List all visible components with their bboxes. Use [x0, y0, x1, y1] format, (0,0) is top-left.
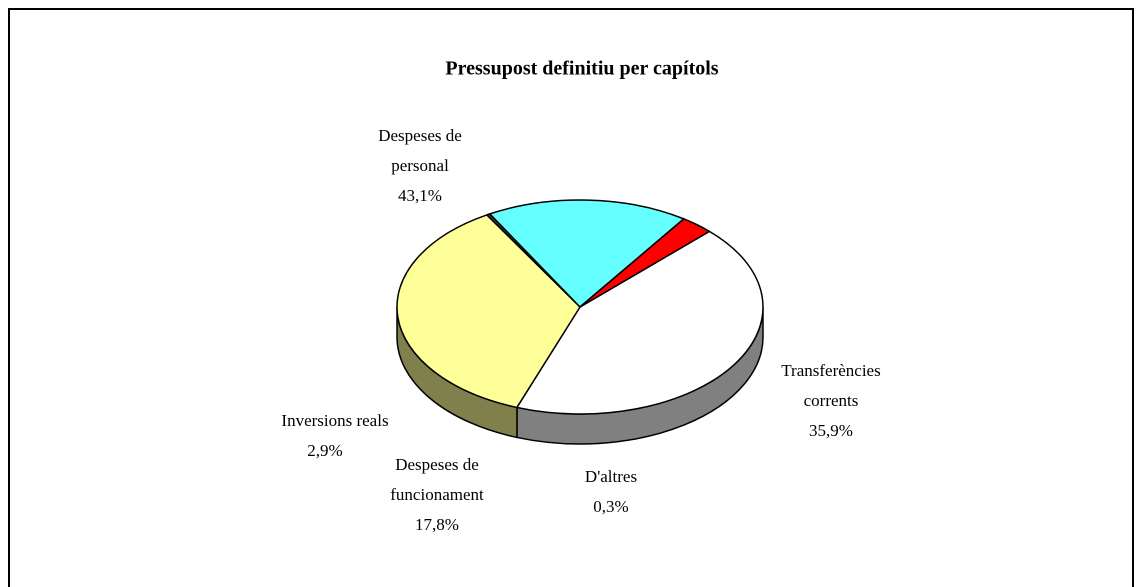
slice-value-label: 2,9%	[307, 441, 342, 460]
slice-value-label: 17,8%	[415, 515, 459, 534]
slice-label: Despeses de personal	[378, 126, 462, 175]
slice-value-label: 43,1%	[398, 186, 442, 205]
slice-label: Inversions reals	[281, 411, 388, 430]
slice-label: Transferències corrents	[781, 361, 880, 410]
slice-label: Despeses de funcionament	[390, 455, 484, 504]
slice-value-label: 0,3%	[593, 497, 628, 516]
chart-title: Pressupost definitiu per capítols	[445, 58, 718, 80]
slice	[396, 214, 581, 409]
slice-label: D'altres	[585, 467, 637, 486]
slice	[488, 199, 686, 309]
slice-value-label: 35,9%	[809, 421, 853, 440]
slice	[579, 218, 711, 308]
slice	[515, 230, 764, 415]
pie-tops	[396, 199, 764, 415]
